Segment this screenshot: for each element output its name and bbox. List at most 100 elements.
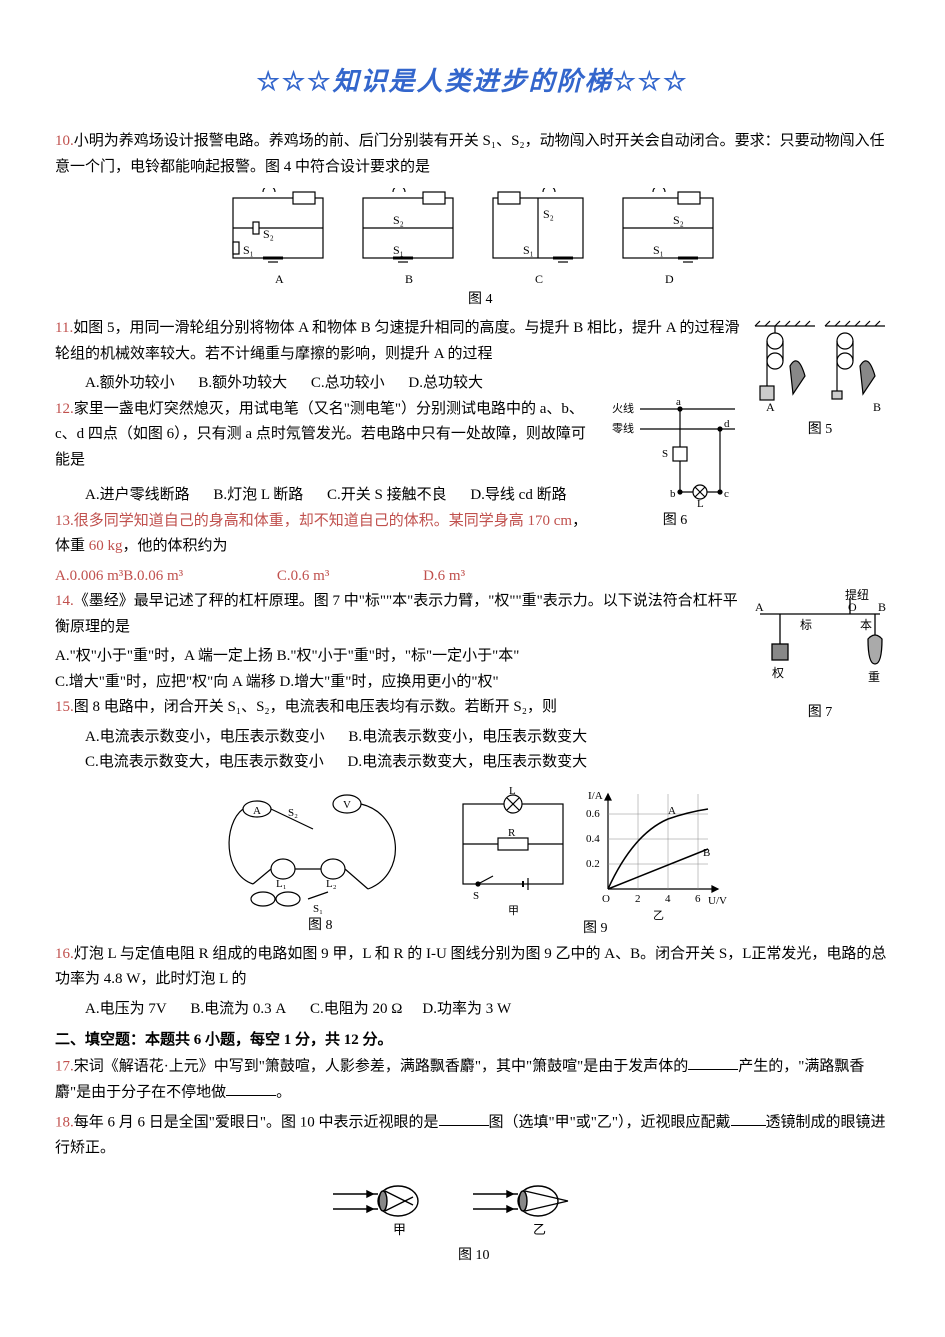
figure-10: 甲 乙 图 10 <box>55 1169 890 1269</box>
question-13: 13.很多同学知道自己的身高和体重，却不知道自己的体积。某同学身高 170 cm… <box>55 509 890 560</box>
figure-5: A B 图 5 <box>750 316 890 442</box>
svg-text:A: A <box>755 600 764 614</box>
opt: B.灯泡 L 断路 <box>213 487 303 503</box>
figure-8-svg: A V S₂ L₁ L₂ S₁ 图 8 <box>213 784 423 934</box>
opt: A.进户零线断路 <box>85 487 190 503</box>
svg-text:O: O <box>602 893 610 905</box>
q-number: 18. <box>55 1114 74 1130</box>
opt: D.6 m³ <box>423 568 465 584</box>
q-number: 15. <box>55 699 74 715</box>
q15-options: A.电流表示数变小，电压表示数变小 B.电流表示数变小，电压表示数变大 C.电流… <box>55 725 890 776</box>
svg-text:重: 重 <box>868 670 880 684</box>
svg-text:L₂: L₂ <box>326 878 337 890</box>
star-icon: ☆☆☆ <box>613 67 689 96</box>
blank[interactable] <box>439 1110 489 1127</box>
svg-text:S₂: S₂ <box>263 227 274 241</box>
svg-text:零线: 零线 <box>612 421 634 435</box>
svg-text:d: d <box>724 418 730 430</box>
opt: D.导线 cd 断路 <box>470 487 566 503</box>
svg-text:0.2: 0.2 <box>586 858 600 870</box>
fig-caption: 图 7 <box>750 701 890 725</box>
header-text: 知识是人类进步的阶梯 <box>332 67 612 96</box>
svg-text:S₁: S₁ <box>393 243 404 257</box>
opt: D.电流表示数变大，电压表示数变大 <box>348 754 588 770</box>
svg-text:c: c <box>724 488 729 500</box>
q-text: 宋词《解语花·上元》中写到"箫鼓喧，人影参差，满路飘香麝"，其中"箫鼓喧"是由于… <box>74 1058 689 1074</box>
opt: C.电流表示数变大，电压表示数变小 <box>85 754 324 770</box>
svg-text:S₂: S₂ <box>673 213 684 227</box>
svg-text:V: V <box>343 799 351 811</box>
question-17: 17.宋词《解语花·上元》中写到"箫鼓喧，人影参差，满路飘香麝"，其中"箫鼓喧"… <box>55 1054 890 1106</box>
svg-text:L: L <box>509 785 516 797</box>
svg-text:b: b <box>670 488 676 500</box>
svg-text:S₂: S₂ <box>393 213 404 227</box>
opt: D.总功较大 <box>408 375 483 391</box>
svg-text:L₁: L₁ <box>276 878 287 890</box>
svg-text:标: 标 <box>800 618 812 632</box>
q-text: 13.很多同学知道自己的身高和体重，却不知道自己的体积。某同学身高 <box>55 513 524 529</box>
svg-text:本: 本 <box>860 618 872 632</box>
svg-text:L: L <box>697 498 704 507</box>
opt: C.开关 S 接触不良 <box>327 487 447 503</box>
q-val: 60 kg <box>89 538 123 554</box>
fig-caption: 图 4 <box>468 292 493 307</box>
svg-text:S₁: S₁ <box>653 243 664 257</box>
section-heading: 二、填空题：本题共 6 小题，每空 1 分，共 12 分。 <box>55 1028 890 1054</box>
figure-4-group: S₂ S₁ A S₂ S₁ B S₂ <box>55 188 890 308</box>
opt: C.总功较小 <box>311 375 385 391</box>
fig-caption: 图 5 <box>750 418 890 442</box>
svg-text:C: C <box>535 272 543 286</box>
svg-text:B: B <box>873 400 881 414</box>
svg-text:权: 权 <box>772 666 784 680</box>
svg-text:乙: 乙 <box>653 909 664 922</box>
opt: C.电阻为 20 Ω <box>310 1001 402 1017</box>
q-text: 灯泡 L 与定值电阻 R 组成的电路如图 9 甲，L 和 R 的 I-U 图线分… <box>55 946 886 988</box>
blank[interactable] <box>688 1054 738 1071</box>
question-10: 10.小明为养鸡场设计报警电路。养鸡场的前、后门分别装有开关 S₁、S₂，动物闯… <box>55 129 890 180</box>
svg-text:U/V: U/V <box>708 895 727 907</box>
svg-text:B: B <box>703 847 710 859</box>
q13-options: A.0.006 m³B.0.06 m³ C.0.6 m³ D.6 m³ <box>55 564 890 590</box>
q-number: 12. <box>55 401 74 417</box>
svg-text:6: 6 <box>695 893 701 905</box>
opt: C.0.6 m³ <box>277 568 329 584</box>
svg-text:0.6: 0.6 <box>586 808 600 820</box>
blank[interactable] <box>731 1110 766 1127</box>
svg-text:O: O <box>848 600 857 614</box>
svg-text:A: A <box>275 272 284 286</box>
q-text: 图（选填"甲"或"乙"），近视眼应配戴 <box>489 1114 731 1130</box>
opt: B.电流为 0.3 A <box>190 1001 286 1017</box>
q-text: 小明为养鸡场设计报警电路。养鸡场的前、后门分别装有开关 S₁、S₂，动物闯入时开… <box>55 133 885 175</box>
figure-4-svg: S₂ S₁ A S₂ S₁ B S₂ <box>213 188 733 308</box>
question-18: 18.每年 6 月 6 日是全国"爱眼日"。图 10 中表示近视眼的是 图（选填"… <box>55 1110 890 1162</box>
fig-caption: 图 6 <box>610 509 740 533</box>
q-text: 如图 5，用同一滑轮组分别将物体 A 和物体 B 匀速提升相同的高度。与提升 B… <box>55 320 739 362</box>
star-icon: ☆☆☆ <box>257 67 333 96</box>
opt: A.电压为 7V <box>85 1001 167 1017</box>
q-text: 每年 6 月 6 日是全国"爱眼日"。图 10 中表示近视眼的是 <box>74 1114 439 1130</box>
svg-text:S: S <box>662 448 668 460</box>
svg-text:B: B <box>405 272 413 286</box>
opt: A.电流表示数变小，电压表示数变小 <box>85 729 325 745</box>
svg-text:图 8: 图 8 <box>308 918 333 933</box>
opt: B.0.06 m³ <box>123 568 183 584</box>
q-number: 10. <box>55 133 74 149</box>
svg-text:A: A <box>668 805 676 817</box>
blank[interactable] <box>226 1080 276 1097</box>
svg-text:S₂: S₂ <box>288 807 298 819</box>
svg-text:甲: 甲 <box>393 1222 406 1237</box>
question-16: 16.灯泡 L 与定值电阻 R 组成的电路如图 9 甲，L 和 R 的 I-U … <box>55 942 890 993</box>
q16-options: A.电压为 7V B.电流为 0.3 A C.电阻为 20 ΩD.功率为 3 W <box>55 997 890 1023</box>
q-number: 11. <box>55 320 73 336</box>
q-number: 16. <box>55 946 74 962</box>
page-header: ☆☆☆知识是人类进步的阶梯☆☆☆ <box>55 60 890 104</box>
svg-text:D: D <box>665 272 674 286</box>
svg-text:4: 4 <box>665 893 671 905</box>
opt: C.增大"重"时，应把"权"向 A 端移 <box>55 674 276 690</box>
svg-text:S: S <box>473 890 479 902</box>
svg-text:0.4: 0.4 <box>586 833 600 845</box>
q-number: 17. <box>55 1058 74 1074</box>
opt: B.额外功较大 <box>198 375 287 391</box>
figure-6: 火线 零线 a d S L b c 图 6 <box>610 397 740 533</box>
q12-options: A.进户零线断路 B.灯泡 L 断路 C.开关 S 接触不良 D.导线 cd 断… <box>55 483 890 509</box>
